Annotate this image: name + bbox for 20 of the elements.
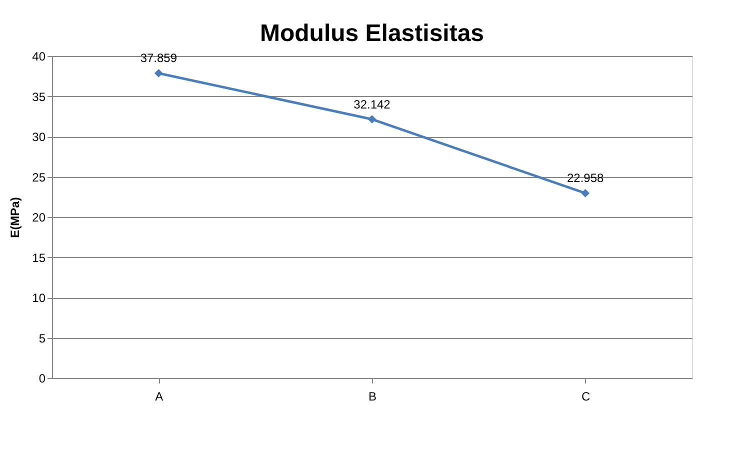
x-tick-label: A bbox=[155, 390, 164, 404]
y-tick-label: 0 bbox=[38, 372, 46, 386]
x-tick-label: C bbox=[581, 390, 590, 404]
data-label: 32.142 bbox=[354, 97, 391, 112]
y-tick-label: 35 bbox=[32, 90, 46, 104]
y-axis-title: E(MPa) bbox=[8, 197, 22, 238]
y-tick-label: 20 bbox=[32, 210, 46, 224]
y-tick-label: 15 bbox=[32, 250, 46, 265]
y-tick-label: 30 bbox=[32, 130, 46, 144]
y-tick-label: 5 bbox=[38, 331, 46, 346]
data-label: 37.859 bbox=[140, 51, 178, 66]
point bbox=[154, 69, 163, 78]
y-tick-label: 25 bbox=[32, 170, 46, 184]
y-tick-label: 10 bbox=[32, 291, 46, 305]
point bbox=[581, 189, 590, 198]
x-tick-label: B bbox=[368, 390, 377, 404]
data-label: 22.958 bbox=[566, 171, 604, 186]
point bbox=[368, 115, 376, 124]
y-tick-label: 40 bbox=[32, 50, 46, 64]
chart-title: Modulus Elastisitas bbox=[260, 20, 484, 47]
